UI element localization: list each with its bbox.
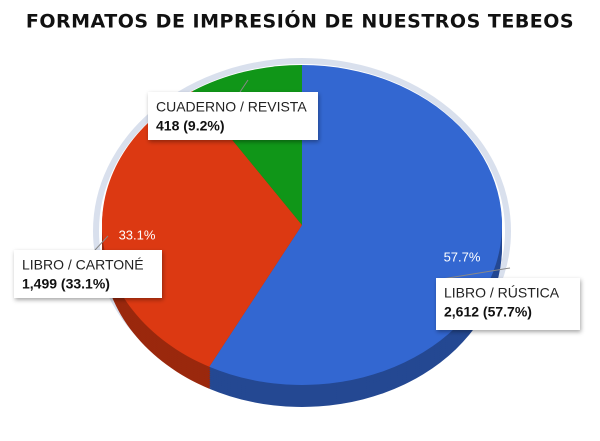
callout-leader xyxy=(94,235,109,251)
slice-percent-label: 57.7% xyxy=(444,249,481,264)
callout-leader xyxy=(239,79,249,93)
callout-box xyxy=(148,92,318,140)
callout-category: CUADERNO / REVISTA xyxy=(156,99,307,115)
chart-title: FORMATOS DE IMPRESIÓN DE NUESTROS TEBEOS xyxy=(26,9,574,33)
slice-percent-label: 33.1% xyxy=(119,227,156,242)
callout-value: 1,499 (33.1%) xyxy=(22,276,110,292)
callout-value: 418 (9.2%) xyxy=(156,118,224,134)
callout-category: LIBRO / RÚSTICA xyxy=(444,285,560,301)
callout-box xyxy=(14,250,162,298)
slice xyxy=(209,65,503,386)
callout-category: LIBRO / CARTONÉ xyxy=(22,257,144,273)
callout-box xyxy=(436,278,580,330)
callout-value: 2,612 (57.7%) xyxy=(444,304,532,320)
